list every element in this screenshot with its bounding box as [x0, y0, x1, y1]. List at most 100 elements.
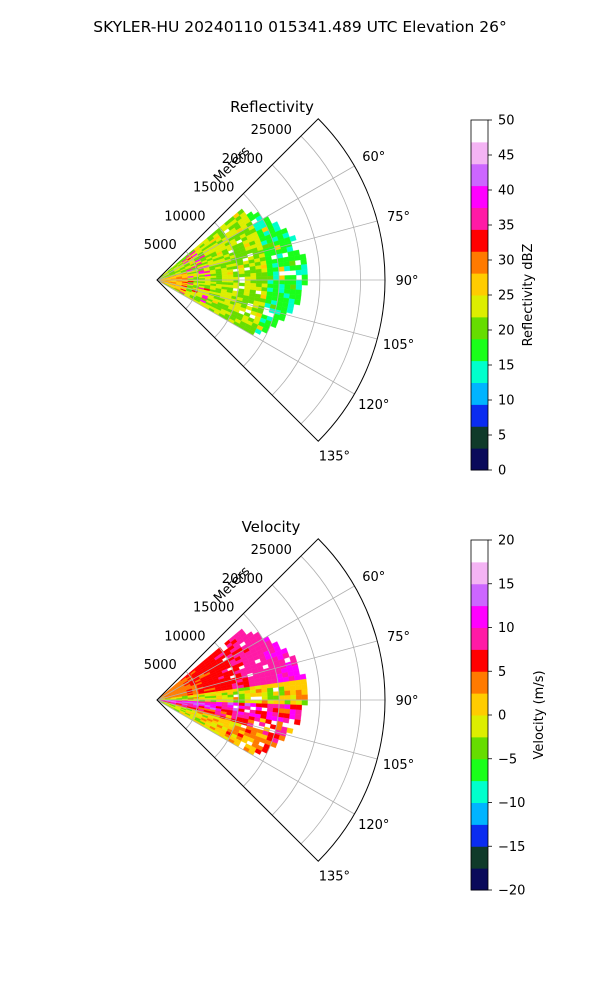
radar-bin	[290, 279, 297, 286]
radar-bin	[221, 274, 228, 278]
azimuth-gridline	[156, 640, 378, 701]
radar-bin	[278, 279, 285, 285]
radar-bin	[284, 704, 291, 710]
range-tick-label: 15000	[193, 601, 234, 616]
radar-bin	[244, 282, 251, 287]
colorbar-swatch	[471, 316, 488, 340]
radar-bin	[227, 694, 234, 698]
radar-bin	[296, 694, 303, 701]
reflectivity-colorbar: 0 5 10 15 20 25 30 35 40 45 50	[470, 114, 515, 479]
colorbar-swatch	[471, 868, 488, 891]
radar-bin	[221, 694, 228, 698]
radar-bin	[290, 284, 297, 290]
radar-bin	[295, 704, 303, 711]
radar-bin	[239, 699, 246, 704]
radar-bin	[278, 275, 285, 281]
radar-bin	[238, 273, 246, 278]
radar-bin	[273, 283, 280, 289]
colorbar-tick-label: 5	[498, 429, 506, 444]
radar-bin	[296, 699, 303, 706]
sector-outline	[156, 118, 386, 442]
colorbar-tick-label: 45	[498, 149, 515, 164]
radar-bin	[250, 703, 257, 708]
radar-bin	[272, 707, 280, 713]
radar-bin	[289, 235, 297, 242]
radar-bin	[288, 675, 296, 682]
range-tick-label: 25000	[251, 543, 292, 558]
azimuth-tick-label: 105°	[383, 338, 414, 353]
radar-bin	[278, 735, 286, 742]
radar-bin	[261, 688, 268, 693]
radar-bin	[260, 684, 268, 690]
colorbar-swatch	[471, 671, 488, 694]
radar-bin	[293, 674, 301, 681]
radar-bin	[273, 271, 280, 277]
azimuth-tick-label: 60°	[362, 570, 385, 585]
colorbar-tick-label: −20	[498, 884, 525, 899]
radar-bin	[238, 690, 245, 695]
azimuth-tick-label: 120°	[358, 818, 389, 833]
azimuth-tick-label: 90°	[395, 694, 418, 709]
radar-bin	[261, 699, 268, 705]
radar-bin	[250, 272, 257, 277]
reflectivity-colorbar-label: Reflectivity dBZ	[521, 244, 536, 347]
radar-bin	[227, 279, 234, 283]
radar-bin	[267, 271, 274, 277]
azimuth-tick-label: 75°	[387, 210, 410, 225]
radar-bin	[290, 690, 297, 696]
range-tick-label: 10000	[164, 209, 205, 224]
radar-bin	[289, 685, 297, 691]
radar-bin	[250, 283, 257, 288]
radar-bin	[266, 683, 273, 689]
radar-bin	[254, 328, 262, 335]
radar-bin	[277, 682, 285, 688]
reflectivity-azimuth-ticks: 60° 75° 90° 105° 120° 135°	[319, 150, 419, 464]
colorbar-tick-label: 40	[498, 184, 515, 199]
radar-bin	[256, 279, 263, 284]
radar-bin	[295, 269, 303, 276]
radar-bin	[238, 693, 246, 698]
radar-bin	[301, 689, 308, 696]
velocity-data	[158, 628, 308, 756]
figure-title: SKYLER-HU 20240110 015341.489 UTC Elevat…	[93, 18, 507, 36]
radar-bin	[295, 264, 302, 271]
colorbar-swatch	[471, 627, 488, 650]
radar-bin	[290, 704, 297, 710]
radar-bin	[244, 270, 251, 275]
colorbar-swatch	[471, 605, 488, 628]
velocity-panel: Velocity 5000 10000 15000 20000 25000 60° 75°…	[144, 518, 547, 899]
radar-bin	[272, 262, 279, 268]
radar-bin	[238, 702, 246, 707]
reflectivity-title: Reflectivity	[230, 98, 314, 116]
velocity-colorbar-label: Velocity (m/s)	[532, 670, 547, 759]
radar-bin	[278, 708, 285, 714]
radar-bin	[272, 682, 279, 688]
radar-bin	[284, 699, 291, 705]
radar-bin	[273, 275, 280, 281]
azimuth-gridline	[156, 699, 378, 760]
radar-bin	[283, 265, 291, 272]
velocity-range-ticks: 5000 10000 15000 20000 25000	[144, 543, 292, 673]
radar-bin	[284, 279, 291, 285]
reflectivity-grid	[156, 118, 386, 442]
radar-bin	[216, 275, 223, 279]
azimuth-gridline	[156, 585, 355, 701]
colorbar-swatch	[471, 693, 488, 716]
radar-bin	[301, 274, 308, 281]
radar-bin	[289, 709, 297, 715]
radar-bin	[283, 681, 290, 687]
radar-bin	[299, 253, 307, 260]
radar-bin	[255, 692, 263, 697]
reflectivity-data	[158, 208, 308, 336]
radar-bin	[261, 703, 268, 708]
radar-bin	[261, 279, 268, 285]
radar-bin	[273, 691, 280, 697]
radar-bin	[244, 279, 251, 284]
radar-bin	[227, 274, 234, 278]
radar-bin	[210, 275, 217, 279]
radar-bin	[290, 694, 297, 701]
range-tick-label: 25000	[251, 123, 292, 138]
colorbar-tick-label: 50	[498, 114, 515, 129]
colorbar-tick-label: −5	[498, 752, 517, 767]
radar-bin	[271, 716, 279, 722]
